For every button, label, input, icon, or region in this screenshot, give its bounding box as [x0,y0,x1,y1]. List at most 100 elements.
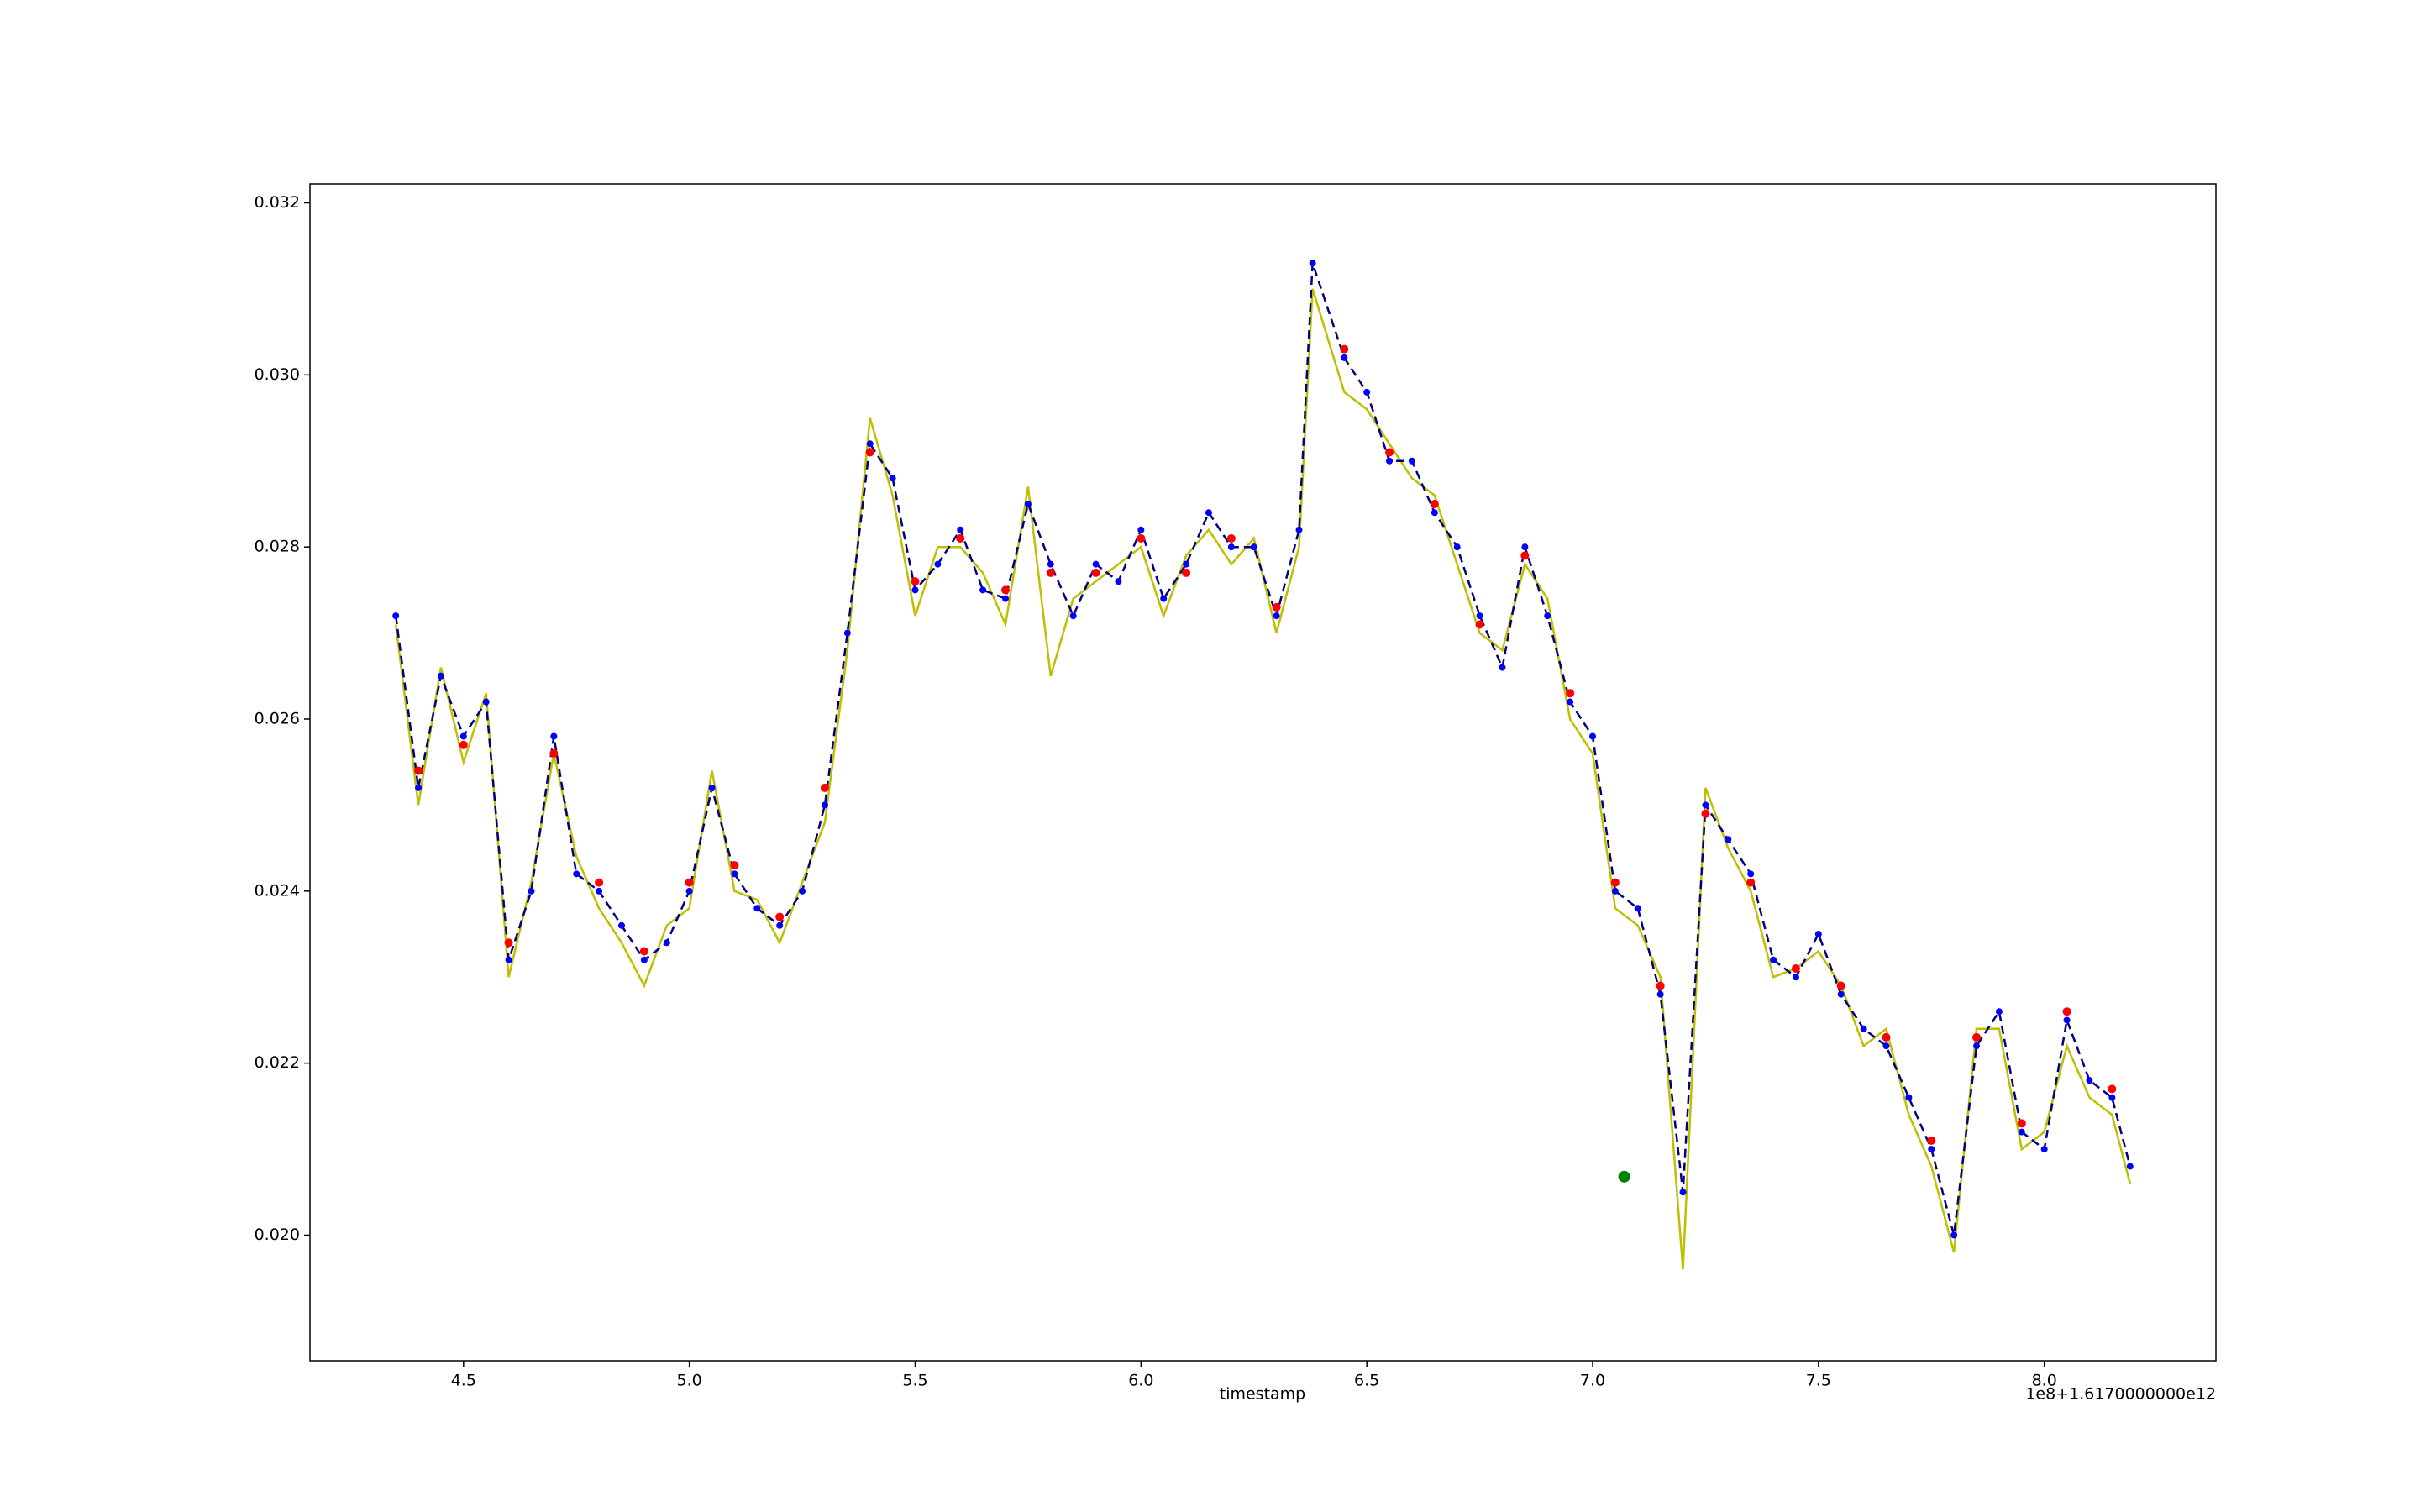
data-point [1385,448,1394,457]
data-point [1656,981,1665,990]
data-point [1091,568,1100,577]
data-point [1950,1231,1958,1239]
data-point [820,783,829,792]
data-point [640,956,648,963]
data-point [1137,526,1145,533]
data-point [1725,836,1732,843]
data-point [1882,1032,1891,1042]
data-point [1295,526,1303,533]
data-point [911,577,920,586]
y-tick-label: 0.020 [255,1226,300,1244]
data-point [1566,689,1575,698]
data-point [1928,1146,1935,1153]
data-point [1183,560,1190,568]
data-point [1341,354,1348,361]
data-point [504,938,513,948]
data-point [1521,543,1529,551]
data-point [1250,543,1257,551]
y-tick-label: 0.030 [255,365,300,384]
data-point [415,784,423,791]
data-point [957,526,964,533]
data-point [1363,388,1371,396]
data-point [866,440,874,448]
data-point [1836,981,1845,990]
series-line [394,262,2132,1236]
y-tick-label: 0.032 [255,193,300,212]
data-point [596,887,603,895]
data-point [1702,801,1709,809]
data-point [889,475,896,482]
data-point [1520,551,1530,560]
data-point [1860,1025,1867,1032]
data-point [2126,1163,2134,1170]
data-point [1182,568,1191,577]
data-point [1272,602,1281,612]
data-point [1973,1042,1981,1050]
data-point [1092,560,1100,568]
data-point [1995,1008,2003,1016]
data-point [1137,533,1146,543]
data-point [1475,620,1484,629]
data-point [1205,509,1212,517]
data-point [730,861,739,870]
data-point [459,732,467,740]
x-tick-label: 5.0 [677,1372,702,1390]
y-tick-label: 0.028 [255,538,300,556]
data-point [1160,595,1168,602]
data-point [459,740,468,749]
data-point [1001,585,1011,595]
data-point [1882,1042,1890,1050]
y-tick-label: 0.026 [255,710,300,728]
data-point [392,612,400,620]
data-point [2017,1119,2026,1128]
data-point [1309,260,1316,267]
data-point [2108,1084,2117,1094]
data-point [799,887,806,895]
data-point [1047,560,1054,568]
x-tick-label: 7.5 [1806,1372,1831,1390]
data-point [1656,990,1664,998]
data-point [821,801,828,809]
data-point [1589,732,1597,740]
data-point [1115,578,1122,585]
data-point [1837,990,1845,998]
data-point [1770,956,1777,963]
x-tick-label: 4.5 [451,1372,476,1390]
data-point [1024,500,1032,507]
data-point [1679,1189,1687,1196]
data-point [573,870,580,878]
y-tick-label: 0.022 [255,1053,300,1072]
data-point [1746,878,1756,887]
data-point [437,672,444,680]
data-point [2040,1146,2048,1153]
data-point [685,887,693,895]
data-point [1792,974,1799,981]
data-point [550,732,558,740]
data-point [979,586,987,594]
data-point [1701,809,1710,818]
x-axis-label: timestamp [1220,1385,1306,1404]
data-point [753,905,761,912]
x-tick-label: 6.5 [1354,1372,1379,1390]
data-point [956,533,965,543]
data-point [2018,1128,2025,1136]
data-point [1927,1136,1936,1145]
data-point [1905,1094,1913,1101]
data-point [639,947,648,956]
data-point [1069,612,1077,620]
data-point [2062,1007,2071,1016]
data-point [414,766,423,775]
data-point [2063,1016,2071,1024]
data-point [617,921,625,929]
data-point [1430,499,1439,508]
data-point [1747,870,1755,878]
data-point [1453,543,1461,551]
axes-frame [309,183,2217,1362]
data-point [1791,964,1800,973]
data-point [685,878,694,887]
data-point [775,912,785,921]
data-point [708,784,716,791]
data-point [1227,543,1235,551]
